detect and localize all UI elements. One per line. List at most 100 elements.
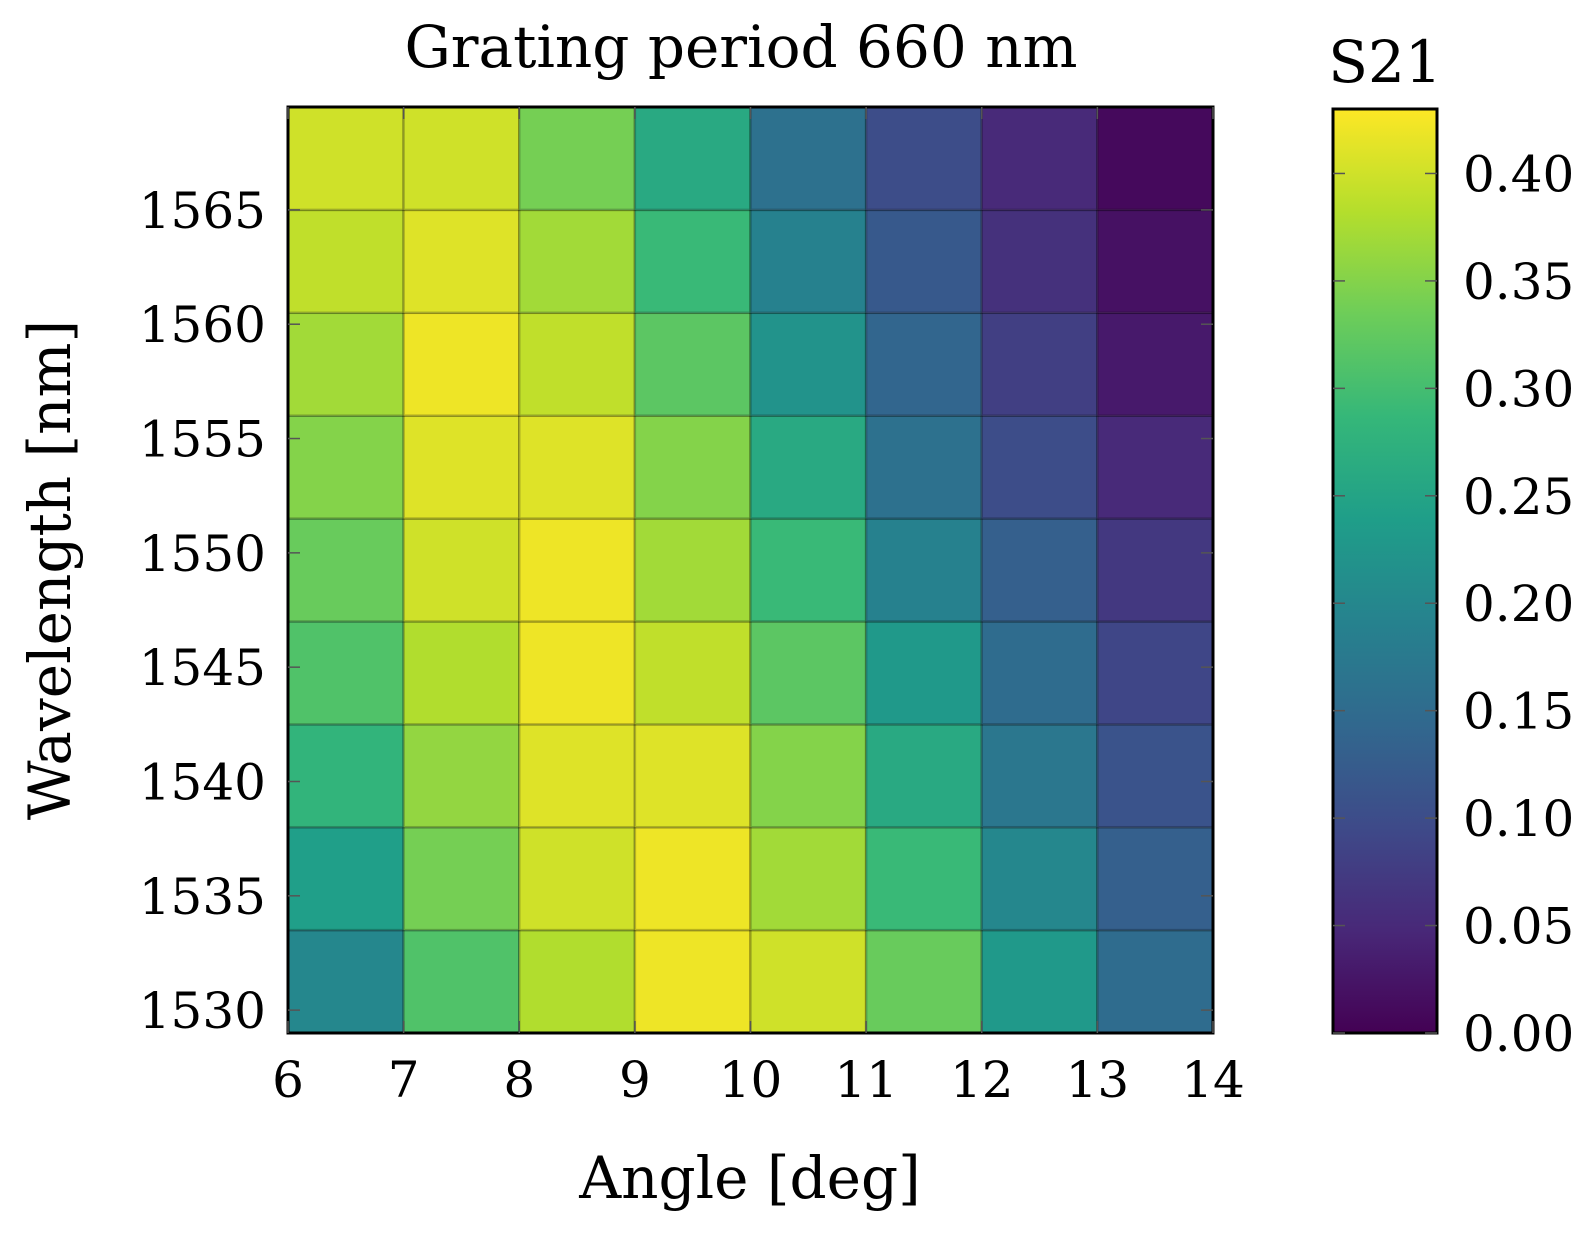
colorbar-frame	[1331, 107, 1439, 1035]
heatmap-cell	[749, 723, 868, 829]
x-axis-ticks: 6 7 8 9 10 11 12 13 14	[272, 107, 1245, 1109]
heatmap-cell	[980, 105, 1099, 212]
colorbar-label: S21	[1328, 28, 1442, 96]
colorbar-tick-label: 0.05	[1463, 898, 1574, 956]
heatmap-cell	[633, 414, 752, 520]
heatmap-cell	[864, 620, 983, 726]
heatmap-cell	[402, 311, 521, 417]
heatmap-cell	[1096, 517, 1215, 623]
heatmap-cell	[1096, 723, 1215, 829]
heatmap-cells	[286, 105, 1215, 1035]
heatmap-cell	[286, 414, 405, 520]
heatmap-cell	[518, 928, 637, 1035]
heatmap-cell	[286, 825, 405, 932]
x-tick-label: 13	[1066, 1051, 1130, 1109]
colorbar-tick-label: 0.15	[1463, 683, 1574, 741]
heatmap-cell	[402, 723, 521, 829]
y-tick-label: 1565	[139, 182, 266, 240]
x-tick-label: 10	[719, 1051, 783, 1109]
heatmap-cell	[633, 208, 752, 315]
heatmap-cell	[633, 928, 752, 1035]
x-axis-label: Angle [deg]	[578, 1144, 921, 1212]
x-tick-label: 14	[1181, 1051, 1245, 1109]
colorbar-tick-label: 0.20	[1463, 575, 1574, 633]
heatmap-cell	[864, 311, 983, 417]
y-tick-label: 1535	[139, 868, 266, 926]
x-tick-label: 6	[272, 1051, 304, 1109]
heatmap-cell	[518, 620, 637, 726]
y-tick-label: 1530	[139, 982, 266, 1040]
x-tick-label: 12	[950, 1051, 1014, 1109]
heatmap-cell	[286, 517, 405, 623]
heatmap-cell	[864, 723, 983, 829]
heatmap-cell	[518, 723, 637, 829]
y-tick-label: 1540	[139, 753, 266, 811]
heatmap-cell	[980, 311, 1099, 417]
heatmap-cell	[1096, 208, 1215, 315]
heatmap-cell	[633, 825, 752, 932]
heatmap-cell	[749, 105, 868, 212]
heatmap-cell	[286, 620, 405, 726]
heatmap-cell	[749, 825, 868, 932]
heatmap-cell	[286, 208, 405, 315]
heatmap-cell	[402, 928, 521, 1035]
heatmap-cell	[286, 723, 405, 829]
heatmap-cell	[980, 620, 1099, 726]
heatmap-cell	[286, 311, 405, 417]
colorbar-tick-label: 0.25	[1463, 468, 1574, 526]
colorbar-tick-label: 0.35	[1463, 253, 1574, 311]
heatmap-cell	[402, 208, 521, 315]
heatmap-cell	[980, 723, 1099, 829]
heatmap-cell	[518, 825, 637, 932]
colorbar-tick-label: 0.00	[1463, 1005, 1574, 1063]
y-tick-label: 1550	[139, 525, 266, 583]
colorbar-tick-label: 0.10	[1463, 790, 1574, 848]
y-axis-ticks: 1530 1535 1540 1545 1550 1555 1560 1565	[139, 182, 1213, 1040]
heatmap-cell	[749, 414, 868, 520]
x-tick-label: 8	[503, 1051, 535, 1109]
heatmap-cell	[749, 620, 868, 726]
heatmap-cell	[980, 208, 1099, 315]
heatmap-cell	[633, 517, 752, 623]
x-tick-label: 7	[388, 1051, 420, 1109]
colorbar-tick-label: 0.40	[1463, 145, 1574, 203]
y-axis-label: Wavelength [nm]	[16, 320, 84, 820]
colorbar-tick-label: 0.30	[1463, 360, 1574, 418]
heatmap-cell	[749, 517, 868, 623]
heatmap-cell	[980, 517, 1099, 623]
heatmap-cell	[402, 105, 521, 212]
heatmap-cell	[402, 517, 521, 623]
colorbar-ticks: 0.00 0.05 0.10 0.15 0.20 0.25 0.30 0.35 0.40	[1333, 145, 1574, 1063]
heatmap-cell	[402, 620, 521, 726]
heatmap-cell	[864, 825, 983, 932]
heatmap-cell	[980, 825, 1099, 932]
heatmap-cell	[1096, 105, 1215, 212]
heatmap-cell	[1096, 620, 1215, 726]
heatmap-cell	[864, 105, 983, 212]
y-tick-label: 1545	[139, 639, 266, 697]
heatmap-cell	[286, 105, 405, 212]
y-tick-label: 1560	[139, 296, 266, 354]
heatmap-cell	[980, 928, 1099, 1035]
heatmap-cell	[1096, 414, 1215, 520]
heatmap-cell	[980, 414, 1099, 520]
heatmap-cell	[402, 825, 521, 932]
heatmap-cell	[518, 208, 637, 315]
heatmap-cell	[749, 928, 868, 1035]
heatmap-cell	[864, 928, 983, 1035]
colorbar	[1333, 109, 1437, 1033]
x-tick-label: 11	[834, 1051, 898, 1109]
heatmap-cell	[518, 517, 637, 623]
heatmap-cell	[1096, 311, 1215, 417]
heatmap-cell	[633, 723, 752, 829]
y-tick-label: 1555	[139, 411, 266, 469]
x-tick-label: 9	[619, 1051, 651, 1109]
heatmap-cell	[633, 105, 752, 212]
heatmap-cell	[1096, 928, 1215, 1035]
heatmap-cell	[402, 414, 521, 520]
heatmap-cell	[864, 517, 983, 623]
heatmap-cell	[633, 620, 752, 726]
heatmap-cell	[518, 414, 637, 520]
heatmap-cell	[633, 311, 752, 417]
